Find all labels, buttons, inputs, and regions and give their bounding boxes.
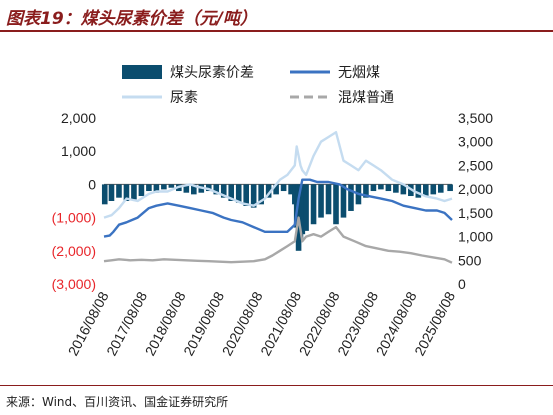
spread-bar [378,184,384,190]
legend-spread-label: 煤头尿素价差 [170,65,254,81]
spread-bar [243,184,249,206]
spread-bar [108,184,115,201]
x-tick-label: 2025/08/08 [411,289,458,359]
plot-area [101,130,453,264]
spread-bar [393,184,399,193]
spread-bar [273,184,279,195]
spread-bar [123,184,130,201]
source-note: 来源：Wind、百川资讯、国金证券研究所 [6,395,229,409]
spread-bar [146,184,152,192]
spread-bar [228,184,235,201]
footer-rule [0,385,553,386]
spread-bar [288,184,294,195]
left-tick-label: (3,000) [52,276,96,292]
anthracite-line [103,178,453,238]
spread-bar [153,184,160,193]
left-tick-label: 0 [88,176,96,192]
spread-bar [370,184,377,192]
spread-bar [299,184,306,235]
spread-bar [220,184,227,198]
spread-bar [415,184,422,198]
figure-title: 图表19：煤头尿素价差（元/吨） [6,9,257,29]
spread-bar [363,184,369,198]
spread-bar [168,184,175,188]
right-axis-ticks: 3,500 3,000 2,500 2,000 1,500 1,000 500 0 [458,110,493,292]
spread-bar [318,184,324,218]
spread-bar [437,184,444,193]
right-tick-label: 3,500 [458,110,493,126]
right-tick-label: 2,500 [458,157,493,173]
legend-mixed-coal-label: 混煤普通 [338,90,394,106]
right-tick-label: 1,500 [458,205,493,221]
spread-bar [116,184,122,198]
spread-bar [447,184,453,192]
spread-bar [191,184,197,195]
spread-bar [333,184,339,225]
spread-bar [138,184,145,197]
spread-bar [340,184,347,218]
spread-bar [183,184,190,193]
spread-bar [310,184,317,225]
spread-bar [131,184,137,200]
right-tick-label: 2,000 [458,181,493,197]
spread-bar [213,184,220,195]
right-tick-label: 1,000 [458,229,493,245]
right-tick-label: 0 [458,276,466,292]
spread-bar [265,184,272,198]
right-tick-label: 3,000 [458,134,493,150]
left-tick-label: 1,000 [61,143,96,159]
spread-bar [423,184,429,197]
left-tick-label: (2,000) [52,243,96,259]
left-tick-label: (1,000) [52,210,96,226]
spread-bar [258,184,264,205]
right-tick-label: 500 [458,252,482,268]
spread-bar [161,184,167,190]
title-rule [0,30,553,32]
legend-anthracite-label: 无烟煤 [338,65,380,81]
legend-urea-label: 尿素 [170,90,198,106]
spread-bar [325,184,332,215]
spread-bar [348,184,354,211]
spread-bar [385,184,392,192]
spread-bar [280,184,287,192]
urea-line [103,130,453,219]
left-axis-ticks: 2,000 1,000 0 (1,000) (2,000) (3,000) [52,110,97,292]
spread-bar [400,184,407,195]
legend-spread-swatch [122,65,162,79]
spread-bar [250,184,257,208]
spread-bar [303,184,309,231]
x-axis-ticks: 2016/08/082017/08/082018/08/082019/08/08… [65,289,459,359]
spread-bar [101,184,108,205]
mixed-coal-line [103,216,453,264]
spread-bar [235,184,242,203]
left-tick-label: 2,000 [61,110,96,126]
spread-bar [430,184,437,195]
spread-bar [205,184,212,192]
